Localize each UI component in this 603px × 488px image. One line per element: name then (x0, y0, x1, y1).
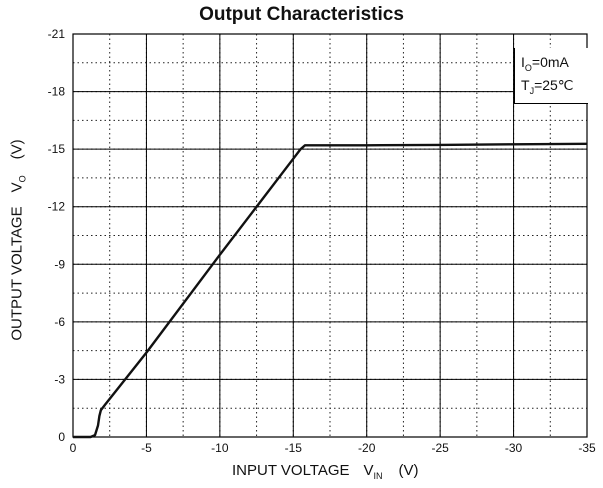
legend-io-subscript: O (524, 63, 532, 73)
x-axis-label-unit: (V) (398, 462, 419, 479)
x-tick-label: -25 (431, 441, 449, 455)
legend-tj-subscript: J (529, 86, 535, 96)
y-axis-label-unit: (V) (8, 139, 26, 160)
y-tick-label: -9 (54, 257, 65, 271)
legend-tj-symbol: T (521, 77, 530, 93)
y-tick-label: -6 (54, 315, 65, 329)
x-axis-label: INPUT VOLTAGE VIN (V) (232, 462, 419, 481)
chart-title: Output Characteristics (199, 4, 404, 25)
minor-grid (73, 34, 587, 437)
y-tick-label: -3 (54, 372, 65, 386)
x-axis-label-main: INPUT VOLTAGE (232, 462, 350, 479)
x-tick-label: -10 (211, 441, 229, 455)
y-tick-label: -15 (48, 142, 66, 156)
legend-io-value: =0mA (531, 54, 569, 70)
y-tick-label: 0 (58, 430, 65, 444)
y-axis-label: OUTPUT VOLTAGE VO (V) (9, 139, 28, 340)
y-axis-label-main: OUTPUT VOLTAGE (8, 206, 26, 341)
y-tick-label: -18 (48, 85, 66, 99)
x-tick-label: -35 (578, 441, 596, 455)
y-tick-labels: 0 -3 -6 -9 -12 -15 -18 -21 (48, 27, 66, 444)
conditions-legend: IO=0mA TJ=25℃ (514, 48, 588, 104)
x-tick-label: -15 (285, 441, 303, 455)
plot-frame (72, 33, 588, 438)
output-voltage-curve (73, 142, 588, 439)
y-tick-label: -21 (48, 27, 66, 41)
y-axis-label-subscript: O (17, 175, 28, 183)
x-tick-label: -30 (505, 441, 523, 455)
y-axis-label-symbol: V (8, 182, 26, 193)
legend-tj: TJ=25℃ (521, 77, 574, 96)
x-tick-label: 0 (70, 441, 77, 455)
legend-tj-value: =25℃ (534, 77, 574, 93)
x-axis-label-subscript: IN (373, 471, 383, 481)
y-tick-label: -12 (48, 200, 66, 214)
x-axis-label-symbol: V (363, 462, 374, 479)
legend-io-symbol: I (521, 54, 525, 70)
x-tick-label: -20 (358, 441, 376, 455)
x-tick-label: -5 (141, 441, 152, 455)
legend-io: IO=0mA (521, 54, 569, 73)
x-tick-labels: 0 -5 -10 -15 -20 -25 -30 -35 (70, 441, 596, 455)
